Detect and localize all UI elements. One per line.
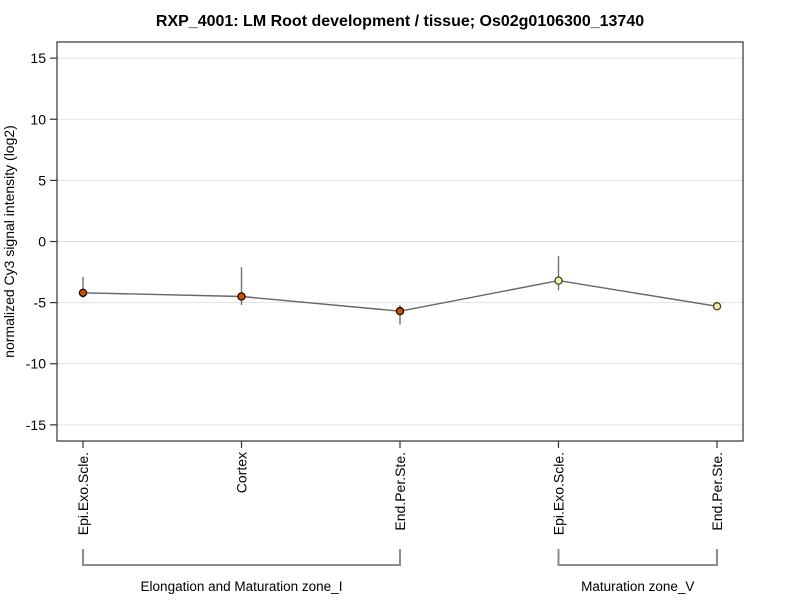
- x-tick-label: End.Per.Ste.: [392, 452, 408, 531]
- x-tick-label: End.Per.Ste.: [709, 452, 725, 531]
- y-tick-label: 10: [30, 111, 46, 127]
- data-point: [712, 302, 722, 311]
- data-point: [554, 276, 563, 285]
- plot-area: 15 10 5 0 -5 -10 -15 Epi.Exo.Scle. Cortex End.Per…: [26, 41, 744, 594]
- y-tick-label: -5: [34, 295, 47, 311]
- chart-title: RXP_4001: LM Root development / tissue; …: [156, 13, 644, 30]
- group-label: Elongation and Maturation zone_I: [141, 579, 343, 594]
- x-tick-label: Epi.Exo.Scle.: [75, 452, 91, 535]
- data-point: [78, 288, 88, 298]
- group-label: Maturation zone_V: [581, 579, 694, 594]
- y-tick-label: -15: [26, 417, 46, 433]
- x-tick-label: Cortex: [234, 452, 250, 493]
- x-tick-label: Epi.Exo.Scle.: [551, 452, 567, 535]
- data-point: [237, 292, 246, 301]
- y-tick-label: -10: [26, 356, 46, 372]
- y-axis-label: normalized Cy3 signal intensity (log2): [1, 125, 17, 358]
- y-tick-label: 5: [38, 172, 46, 188]
- data-point: [395, 306, 405, 316]
- group-bracket: [82, 549, 401, 566]
- y-tick-label: 15: [30, 50, 46, 66]
- group-bracket: [557, 549, 718, 566]
- y-tick-label: 0: [38, 234, 46, 250]
